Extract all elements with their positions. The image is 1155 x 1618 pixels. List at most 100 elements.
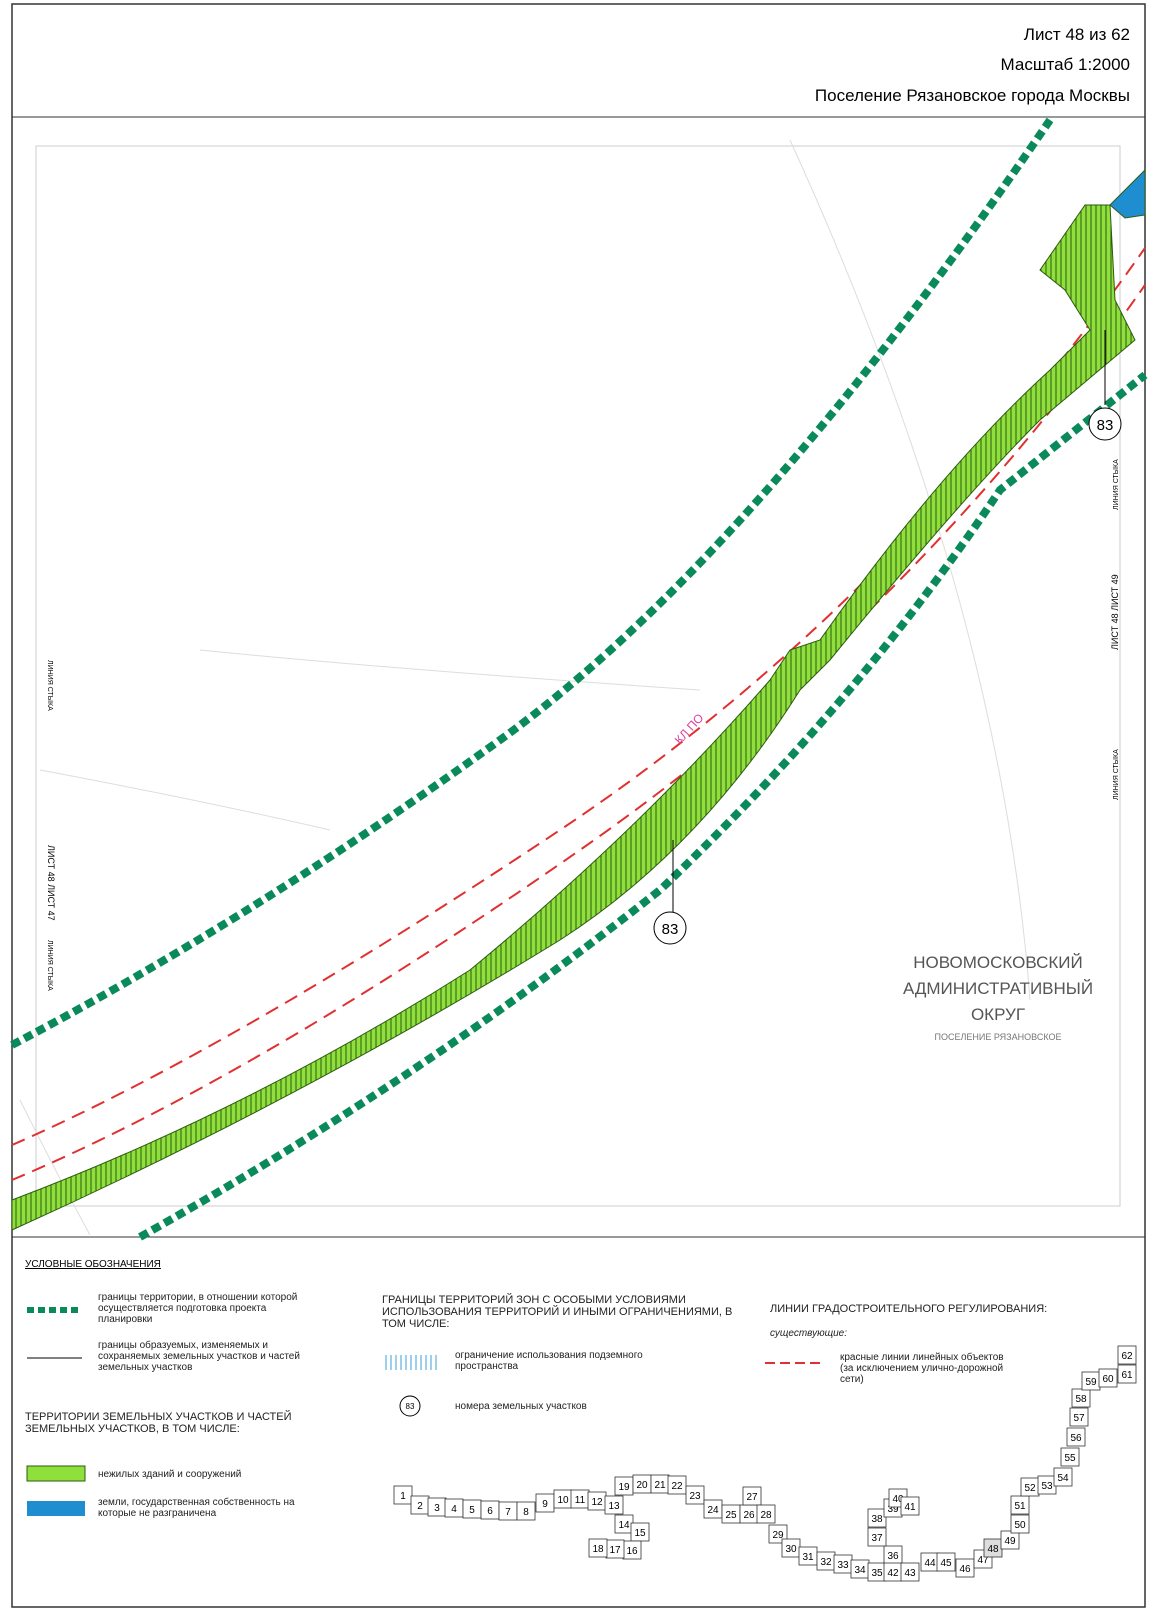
parcel-marker (653, 911, 687, 945)
legend-text: нежилых зданий и сооружений (98, 1469, 241, 1480)
index-label: 6 (487, 1506, 493, 1517)
index-cell (1069, 1407, 1089, 1427)
territory-border (10, 117, 1054, 1049)
territory-border (138, 371, 1148, 1241)
map: 83 83 КЛ ПО НОВОМОСКОВСКИЙ АДМИНИСТРАТИВ… (10, 117, 1148, 1241)
index-cell (1117, 1364, 1137, 1384)
index-label: 38 (871, 1514, 883, 1525)
legend-title: УСЛОВНЫЕ ОБОЗНАЧЕНИЯ (25, 1259, 161, 1270)
legend-wrapped: границы территории, в отношении которой о… (25, 1292, 1047, 1519)
index-label: 3 (434, 1503, 440, 1514)
place: Поселение Рязановское города Москвы (815, 86, 1130, 105)
legend-symbol (26, 1465, 86, 1482)
index-label: 25 (725, 1510, 737, 1521)
index-cell (604, 1495, 624, 1515)
frame (11, 3, 1146, 1608)
joint: ЛИНИЯ СТЫКА (1113, 749, 1120, 800)
index-label: 50 (1014, 1520, 1026, 1531)
joint: ЛИНИЯ СТЫКА (46, 660, 53, 711)
index-label: 39 (887, 1504, 899, 1515)
sheet-border (35, 145, 1121, 1207)
index-label: 7 (505, 1507, 511, 1518)
index-label: 2 (417, 1501, 423, 1512)
index-label: 34 (854, 1565, 866, 1576)
legend-symbol-label: 83 (406, 1402, 415, 1411)
parcel-label: 83 (1097, 417, 1114, 434)
index-label: 47 (977, 1555, 989, 1566)
index-cell (936, 1552, 956, 1572)
legend-text: красные линии линейных объектов (за исклю… (840, 1351, 1004, 1385)
index-label: 56 (1070, 1433, 1082, 1444)
index-label: 8 (523, 1507, 529, 1518)
index-label: 30 (785, 1544, 797, 1555)
index-label: 11 (575, 1495, 586, 1506)
index-cell (867, 1527, 887, 1547)
legend-symbol (399, 1395, 421, 1417)
legend-subtitle: существующие: (770, 1328, 847, 1339)
legend-symbol (27, 1501, 85, 1516)
red-line (11, 284, 1146, 1181)
index-label: 54 (1057, 1473, 1069, 1484)
legend-text: ТЕРРИТОРИИ ЗЕМЕЛЬНЫХ УЧАСТКОВ И ЧАСТЕЙ ЗЕ… (25, 1410, 292, 1435)
index-label: 36 (887, 1551, 899, 1562)
index-cell (1071, 1388, 1091, 1408)
index-label: 44 (924, 1558, 936, 1569)
joint: ЛИНИЯ СТЫКА (1113, 459, 1120, 510)
index-cell (1000, 1530, 1020, 1550)
legend-text: границы образуемых, изменяемых и сохраняе… (98, 1339, 300, 1373)
index-label: 22 (671, 1481, 683, 1492)
legend-symbol (382, 1355, 440, 1370)
index-cell (393, 1485, 413, 1505)
joint: ЛИНИЯ СТЫКА (46, 940, 53, 991)
index-label: 40 (892, 1494, 904, 1505)
terrain-line (19, 139, 1031, 1236)
index-cell (900, 1562, 920, 1582)
index-cell (1053, 1467, 1073, 1487)
index-cell (742, 1486, 762, 1506)
index-label: 5 (469, 1505, 475, 1516)
legend-text: номера земельных участков (455, 1401, 587, 1412)
district: НОВОМОСКОВСКИЙ (913, 953, 1083, 972)
index-label: 62 (1121, 1351, 1133, 1362)
index-cell (1010, 1495, 1030, 1515)
index-label: 58 (1075, 1394, 1087, 1405)
index-label: 49 (1004, 1536, 1016, 1547)
index-cell (667, 1475, 687, 1495)
settlement: ПОСЕЛЕНИЕ РЯЗАНОВСКОЕ (935, 1032, 1062, 1042)
index-label: 27 (746, 1492, 758, 1503)
cable-label: КЛ ПО (672, 711, 707, 747)
index-label: 18 (592, 1544, 604, 1555)
index-cell (900, 1496, 920, 1516)
scale: Масштаб 1:2000 (1001, 55, 1130, 74)
index-cell (588, 1538, 608, 1558)
index-label: 24 (707, 1505, 719, 1516)
index-label: 33 (837, 1560, 849, 1571)
legend-text: земли, государственная собственность на к… (98, 1496, 295, 1519)
index-cell (1010, 1514, 1030, 1534)
parcel-marker (1088, 407, 1122, 441)
side-sheets: ЛИСТ 48 ЛИСТ 47 (46, 845, 56, 921)
index-label: 4 (451, 1504, 457, 1515)
index-label: 55 (1064, 1453, 1076, 1464)
index-label: 16 (626, 1546, 638, 1557)
index-label: 19 (618, 1482, 630, 1493)
index-cell (768, 1524, 788, 1544)
index-label: 15 (634, 1528, 646, 1539)
index-cell (685, 1485, 705, 1505)
index-label: 46 (959, 1564, 971, 1575)
index-label: 26 (743, 1510, 755, 1521)
index-label: 14 (618, 1520, 630, 1531)
index-label: 9 (542, 1499, 548, 1510)
index-cell (1060, 1447, 1080, 1467)
index-label: 51 (1014, 1501, 1026, 1512)
index-label: 59 (1085, 1377, 1097, 1388)
index-label: 60 (1102, 1374, 1114, 1385)
index-label: 21 (654, 1480, 666, 1491)
index-label: 45 (940, 1558, 952, 1569)
district: АДМИНИСТРАТИВНЫЙ (903, 979, 1093, 998)
index-label: 32 (820, 1557, 832, 1568)
index-label: 57 (1073, 1413, 1085, 1424)
index-label: 52 (1024, 1483, 1036, 1494)
index-cell (516, 1501, 536, 1521)
